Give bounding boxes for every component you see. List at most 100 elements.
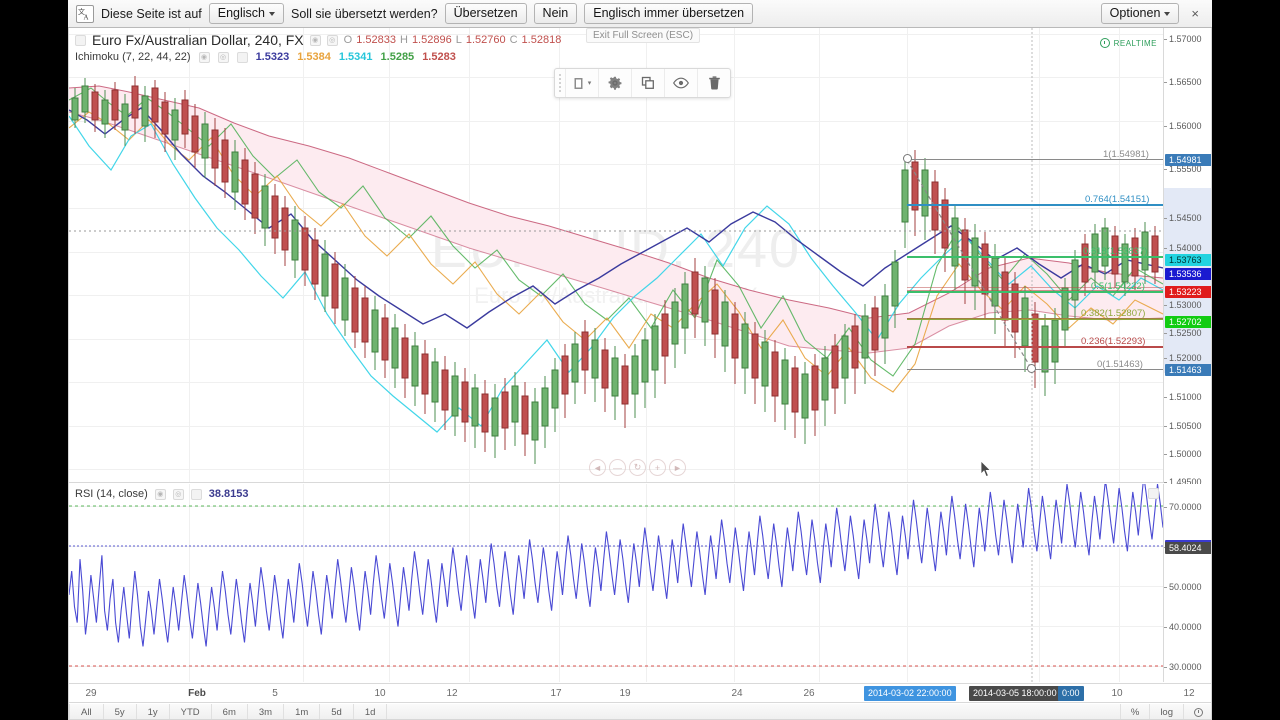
ichimoku-value-1: 1.5323 <box>255 51 290 63</box>
bottom-toolbar: All 5y 1y YTD 6m 3m 1m 5d 1d % log <box>69 704 1211 719</box>
zoom-in-icon[interactable]: + <box>649 459 666 476</box>
gear-icon[interactable]: ◎ <box>326 34 338 46</box>
price-tick: 1.56500 <box>1164 77 1211 87</box>
fib-line-1[interactable] <box>907 159 1163 160</box>
rsi-tick: 40.0000 <box>1164 622 1211 632</box>
time-label: 26 <box>803 688 815 699</box>
trash-icon[interactable] <box>697 69 730 97</box>
exit-fullscreen-hint[interactable]: Exit Full Screen (ESC) <box>586 28 701 43</box>
timeframe-5d[interactable]: 5d <box>320 704 354 719</box>
fib-line-0382[interactable] <box>907 318 1163 320</box>
price-scale[interactable]: 1.57000 1.56500 1.56000 1.55500 1.54500 … <box>1163 28 1211 487</box>
eye-icon[interactable]: ◉ <box>309 34 321 46</box>
chart-legend: Euro Fx/Australian Dollar, 240, FX ◉ ◎ O… <box>75 32 561 63</box>
google-translate-icon: 文 A <box>76 4 94 23</box>
language-select[interactable]: Englisch <box>208 3 284 24</box>
translate-notification-bar: 文 A Diese Seite ist auf Englisch Soll si… <box>68 0 1212 28</box>
legend-toggle-icon[interactable] <box>75 34 86 46</box>
ohlc-high-value: 1.52896 <box>411 34 452 46</box>
drag-handle[interactable] <box>555 69 565 97</box>
eye-icon[interactable] <box>664 69 697 97</box>
drawing-toolbar[interactable]: ▾ <box>554 68 731 98</box>
percent-scale-button[interactable]: % <box>1119 704 1149 719</box>
decline-translate-button[interactable]: Nein <box>533 3 578 24</box>
svg-text:A: A <box>84 13 89 21</box>
clock-icon <box>1194 707 1203 717</box>
scroll-back-icon[interactable]: — <box>609 459 626 476</box>
chevron-down-icon: ▾ <box>587 80 592 87</box>
close-icon[interactable] <box>190 488 202 500</box>
price-badge: 1.53223 <box>1165 286 1211 298</box>
symbol-title[interactable]: Euro Fx/Australian Dollar, 240, FX <box>92 32 304 48</box>
close-icon[interactable]: × <box>1191 6 1199 21</box>
fib-label-05: 0.5(1.54222) <box>1091 281 1145 292</box>
scroll-left-icon[interactable]: ◄ <box>589 459 606 476</box>
ohlc-open-value: 1.52833 <box>356 34 396 46</box>
fib-line-aux2[interactable] <box>907 287 1163 288</box>
template-icon[interactable]: ▾ <box>565 69 598 97</box>
rsi-chart-svg <box>69 484 1163 682</box>
chart-nav-controls[interactable]: ◄ — ↻ + ► <box>589 459 686 476</box>
scroll-forward-icon[interactable]: ► <box>669 459 686 476</box>
price-tick: 1.53000 <box>1164 300 1211 310</box>
timeframe-5y[interactable]: 5y <box>104 704 137 719</box>
timeframe-1y[interactable]: 1y <box>137 704 170 719</box>
ichimoku-value-4: 1.5285 <box>380 51 415 63</box>
eye-icon[interactable]: ◉ <box>198 51 210 63</box>
timeframe-6m[interactable]: 6m <box>212 704 248 719</box>
rsi-value: 38.8153 <box>208 488 249 500</box>
gear-icon[interactable]: ◎ <box>217 51 229 63</box>
log-scale-button[interactable]: log <box>1149 704 1183 719</box>
timeframe-1d[interactable]: 1d <box>354 704 388 719</box>
gear-icon[interactable]: ◎ <box>172 488 184 500</box>
rsi-pane[interactable]: RSI (14, close) ◉ ◎ 38.8153 <box>69 484 1163 682</box>
close-icon[interactable] <box>236 51 248 63</box>
svg-text:文: 文 <box>78 7 85 16</box>
time-label: 10 <box>374 688 386 699</box>
clock-button[interactable] <box>1183 704 1211 719</box>
reset-icon[interactable]: ↻ <box>629 459 646 476</box>
fib-line-aux[interactable] <box>907 290 1163 291</box>
fib-line-05[interactable] <box>907 291 1163 293</box>
price-tick: 1.54500 <box>1164 213 1211 223</box>
timeframe-ytd[interactable]: YTD <box>170 704 212 719</box>
fib-anchor-top[interactable] <box>903 154 912 163</box>
timeframe-3m[interactable]: 3m <box>248 704 285 719</box>
fib-label-0382: 0.382(1.52807) <box>1081 308 1146 319</box>
ichimoku-name[interactable]: Ichimoku (7, 22, 44, 22) <box>75 51 191 63</box>
always-translate-button[interactable]: Englisch immer übersetzen <box>584 3 754 24</box>
time-badge-crosshair: 2014-03-05 18:00:00 <box>969 686 1061 701</box>
translate-question: Soll sie übersetzt werden? <box>291 6 438 21</box>
rsi-name[interactable]: RSI (14, close) <box>75 488 148 500</box>
price-tick: 1.51000 <box>1164 392 1211 402</box>
eye-icon[interactable]: ◉ <box>154 488 166 500</box>
rsi-collapse-button[interactable] <box>1148 488 1159 499</box>
fib-line-aux3[interactable] <box>907 318 1163 319</box>
fib-line-0764[interactable] <box>907 204 1163 206</box>
fib-line-0618[interactable] <box>907 256 1163 258</box>
price-tick: 1.49500 <box>1164 477 1211 487</box>
fib-label-0764: 0.764(1.54151) <box>1085 194 1150 205</box>
price-chart-svg <box>69 28 1163 482</box>
ichimoku-value-5: 1.5283 <box>422 51 456 63</box>
rsi-scale[interactable]: 70.0000 60.0000 50.0000 40.0000 30.0000 … <box>1163 484 1211 682</box>
price-badge: 1.51463 <box>1165 364 1211 376</box>
translate-button[interactable]: Übersetzen <box>444 3 527 24</box>
options-button[interactable]: Optionen <box>1100 3 1180 24</box>
rsi-tick: 70.0000 <box>1164 502 1211 512</box>
timeframe-1m[interactable]: 1m <box>284 704 321 719</box>
fib-line-0236[interactable] <box>907 346 1163 348</box>
clone-icon[interactable] <box>631 69 664 97</box>
price-tick: 1.50500 <box>1164 421 1211 431</box>
ohlc-low-value: 1.52760 <box>465 34 506 46</box>
price-pane[interactable]: EURAUD, 240 Euro Fx/Australian Dollar, F… <box>69 28 1163 483</box>
timeframe-all[interactable]: All <box>69 704 104 719</box>
ohlc-close-label: C <box>509 34 518 46</box>
rsi-tick: 30.0000 <box>1164 662 1211 672</box>
bottom-toolbar-right: % log <box>1119 704 1211 719</box>
time-label: 17 <box>550 688 562 699</box>
ichimoku-value-3: 1.5341 <box>338 51 373 63</box>
gear-icon[interactable] <box>598 69 631 97</box>
fib-anchor-bottom[interactable] <box>1027 364 1036 373</box>
time-axis[interactable]: 29 Feb 5 10 12 17 19 24 26 10 12 2014-03… <box>69 683 1211 703</box>
